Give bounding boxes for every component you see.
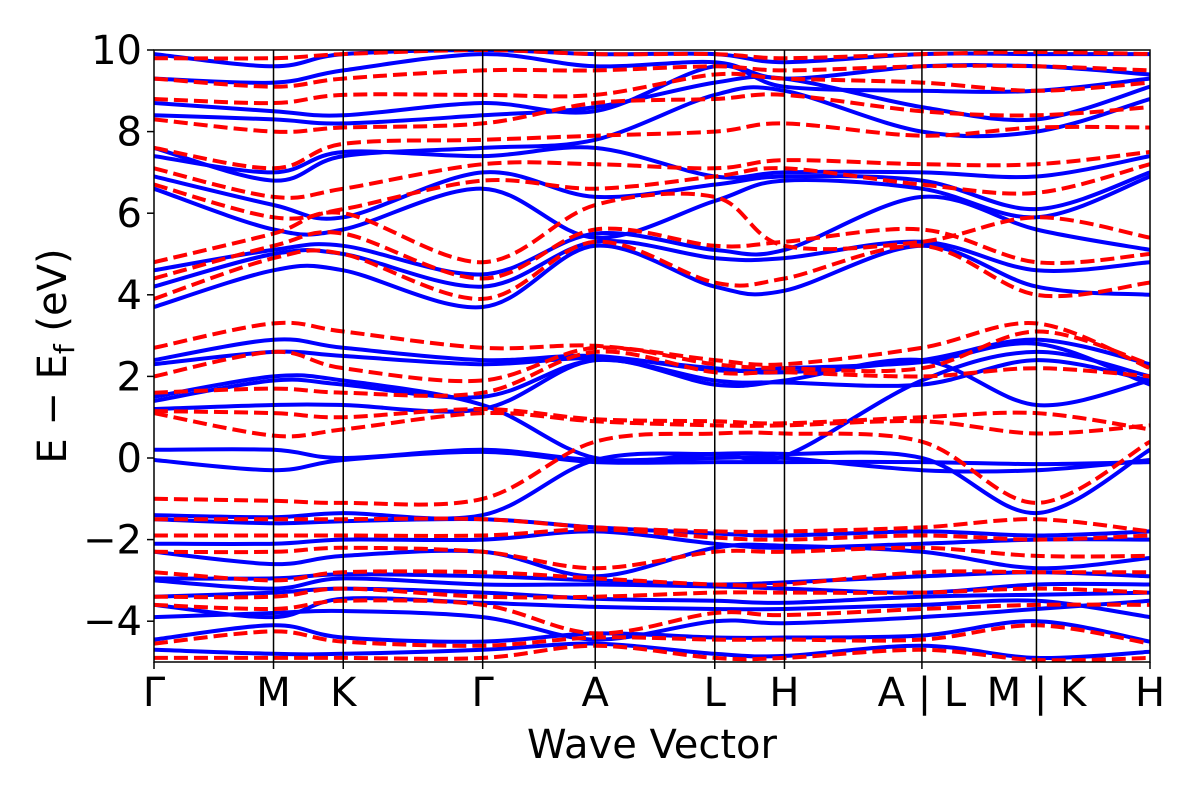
solid-band-line [154,74,1150,126]
bands-layer [154,50,1150,662]
dashed-band-line [154,349,1150,398]
solid-band-line [154,145,1150,180]
dashed-bands [154,50,1150,662]
dashed-band-line [154,320,1150,371]
dashed-band-line [154,226,1150,281]
dashed-band-line [154,191,1150,265]
dashed-band-line [154,430,1150,507]
y-tick-label: −4 [83,599,142,645]
solid-band-line [154,641,1150,661]
solid-band-line [154,349,1150,463]
y-axis-ticks: −4 −2 0 2 4 6 8 10 [83,28,154,645]
x-tick-label: H [1135,670,1165,716]
dashed-band-line [154,569,1150,588]
y-axis-title-main: E − E [30,354,76,464]
dashed-band-line [154,586,1150,600]
x-tick-label: H [769,670,799,716]
x-tick-label: M | K [987,670,1088,716]
solid-band-line [154,85,1150,183]
x-tick-label: L [704,670,727,716]
solid-band-line [154,598,1150,642]
solid-band-line [154,586,1150,605]
y-tick-label: 10 [91,28,142,74]
dashed-band-line [154,643,1150,662]
solid-band-line [154,542,1150,579]
solid-band-line [154,357,1150,403]
dashed-band-line [154,516,1150,534]
kpoint-lines [272,50,1038,662]
dashed-band-line [154,71,1150,106]
y-tick-label: 8 [117,110,142,156]
dashed-band-line [154,239,1150,301]
dashed-band-line [154,63,1150,89]
solid-band-line [154,529,1150,550]
dashed-band-line [154,92,1150,134]
dashed-band-line [154,406,1150,432]
solid-band-line [154,63,1150,118]
dashed-band-line [154,50,1150,61]
dashed-band-line [154,150,1150,200]
dashed-band-line [154,623,1150,648]
y-tick-label: 0 [117,436,142,482]
x-tick-label: Γ [472,670,495,716]
x-axis-title: Wave Vector [527,722,778,768]
solid-band-line [154,337,1150,387]
x-tick-label: K [330,670,358,716]
y-tick-label: −2 [83,518,142,564]
y-tick-label: 2 [117,354,142,400]
dashed-band-line [154,545,1150,571]
solid-band-line [154,194,1150,277]
x-tick-label: A | L [878,670,967,716]
y-axis-title: E − Ef (eV) [30,248,81,463]
solid-band-line [154,619,1150,644]
dashed-band-line [154,527,1150,542]
dashed-band-line [154,162,1150,221]
solid-band-line [154,243,1150,310]
x-tick-label: A [582,670,610,716]
y-tick-label: 6 [117,191,142,237]
x-tick-label: Γ [143,670,166,716]
solid-band-line [154,448,1150,521]
solid-band-line [154,596,1150,620]
plot-frame [153,49,1151,663]
y-axis-title-subscript: f [48,343,81,354]
y-tick-label: 4 [117,273,142,319]
y-axis-title-unit: (eV) [30,248,76,344]
solid-band-line [154,449,1150,473]
x-tick-label: M [256,670,291,716]
dashed-band-line [154,410,1150,439]
dashed-band-line [154,598,1150,636]
